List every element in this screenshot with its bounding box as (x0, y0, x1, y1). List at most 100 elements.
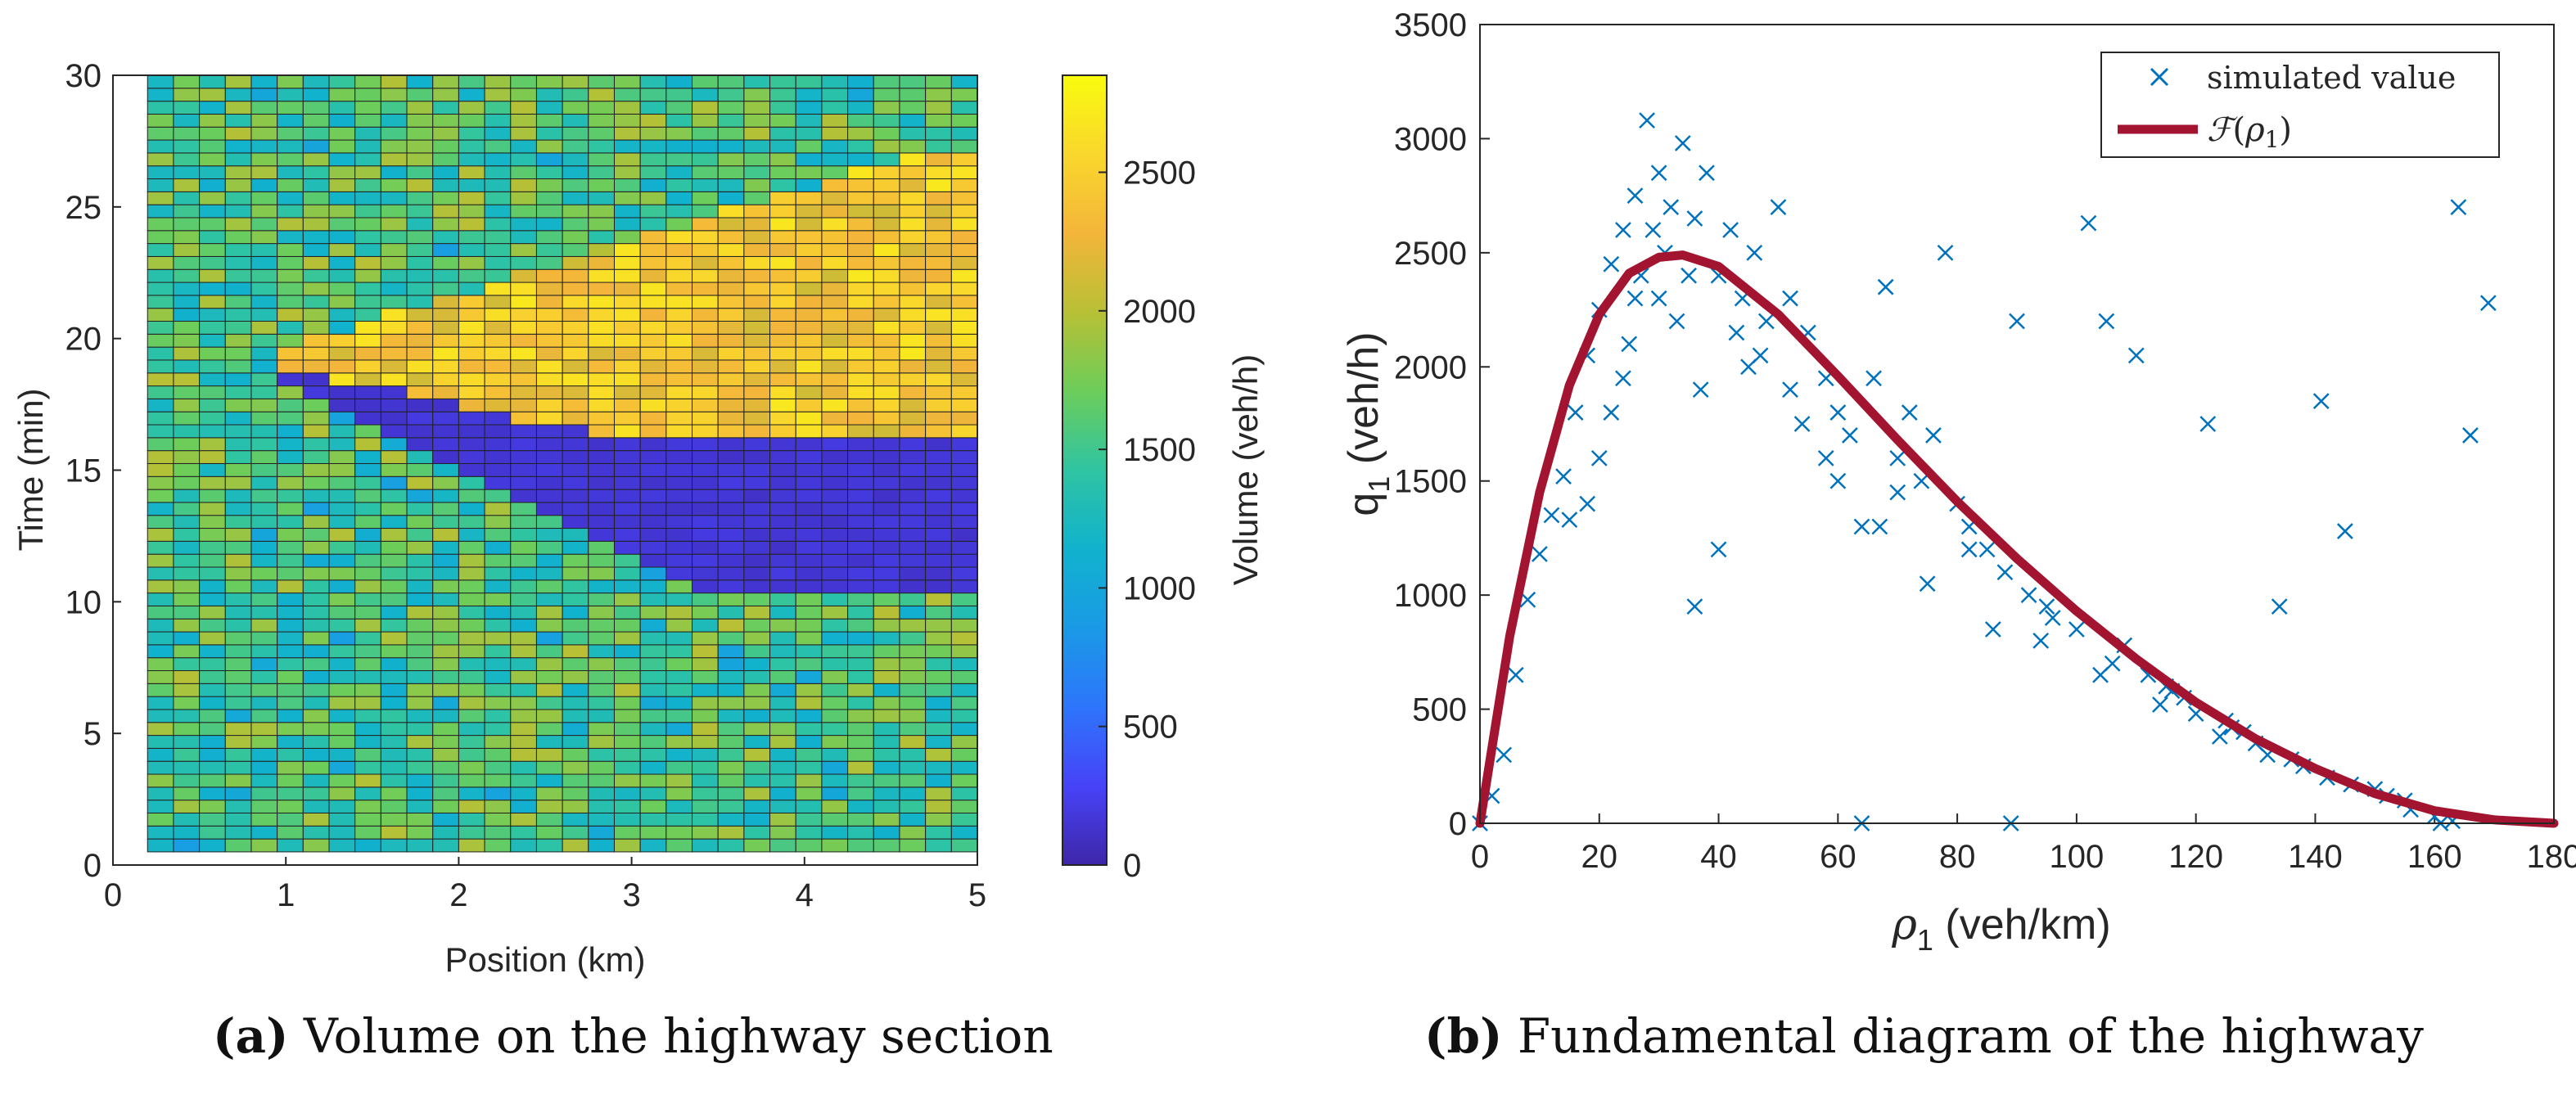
heatmap-cell (717, 618, 745, 633)
heatmap-cell (406, 618, 434, 633)
scatter-point (2199, 416, 2217, 432)
scatter-point (2479, 295, 2497, 312)
heatmap-cell (692, 489, 719, 503)
heatmap-cell (380, 515, 408, 529)
heatmap-cell (562, 579, 589, 594)
heatmap-cell (147, 631, 174, 646)
heatmap-cell (147, 424, 174, 439)
heatmap-cell (769, 424, 796, 439)
heatmap-cell (354, 747, 381, 762)
heatmap-cell (510, 308, 537, 322)
heatmap-cell (769, 631, 796, 646)
heatmap-cell (588, 204, 615, 219)
heatmap-cell (147, 437, 174, 452)
heatmap-cell (899, 605, 927, 620)
heatmap-cell (277, 126, 304, 141)
scatter-y-tick-label: 3500 (1394, 7, 1467, 43)
heatmap-cell (173, 320, 201, 335)
heatmap-cell (199, 385, 226, 399)
scatter-x-tick-label: 20 (1581, 839, 1618, 875)
heatmap-cell (484, 346, 512, 361)
heatmap-cell (277, 217, 304, 232)
scatter-point (1746, 244, 1763, 261)
heatmap-cell (432, 152, 459, 167)
scatter-point (2450, 199, 2467, 215)
heatmap-cell (510, 204, 537, 219)
heatmap-cell (717, 398, 745, 412)
heatmap-cell (328, 74, 356, 89)
heatmap-cell (380, 113, 408, 128)
heatmap-cell (821, 295, 849, 309)
heatmap-cell (302, 515, 330, 529)
heatmap-cell (717, 696, 745, 710)
heatmap-cell (277, 631, 304, 646)
heatmap-cell (224, 437, 252, 452)
heatmap-cell (147, 683, 174, 697)
heatmap-cell (354, 786, 381, 801)
heatmap-cell (328, 191, 356, 205)
heatmap-cell (432, 126, 459, 141)
heatmap-cell (406, 825, 434, 840)
heatmap-cell (899, 217, 927, 232)
heatmap-cell (588, 605, 615, 620)
heatmap-cell (328, 178, 356, 192)
heatmap-cell (147, 398, 174, 412)
heatmap-cell (458, 735, 485, 749)
heatmap-cell (795, 113, 823, 128)
heatmap-cell (147, 722, 174, 737)
heatmap-cell (173, 178, 201, 192)
scatter-point (1680, 267, 1697, 284)
scatter-x-tick-label: 160 (2407, 839, 2462, 875)
heatmap-cell (925, 113, 952, 128)
heatmap-cell (821, 230, 849, 245)
heatmap-cell (950, 398, 978, 412)
heatmap-cell (717, 88, 745, 102)
heatmap-cell (277, 320, 304, 335)
heatmap-axes-frame (112, 74, 978, 866)
heatmap-cell (354, 424, 381, 439)
heatmap-cell (147, 747, 174, 762)
heatmap-cell (406, 424, 434, 439)
heatmap-cell (458, 566, 485, 581)
heatmap-cell (743, 139, 771, 154)
heatmap-cell (692, 528, 719, 542)
heatmap-cell (147, 528, 174, 542)
heatmap-cell (613, 683, 641, 697)
heatmap-cell (535, 670, 563, 684)
heatmap-cell (224, 528, 252, 542)
scatter-point (1662, 199, 1680, 215)
heatmap-cell (950, 825, 978, 840)
heatmap-cell (665, 372, 693, 387)
heatmap-y-tick-label: 15 (65, 453, 102, 489)
heatmap-cell (665, 489, 693, 503)
heatmap-cell (147, 540, 174, 555)
heatmap-cell (224, 74, 252, 89)
heatmap-cell (173, 735, 201, 749)
heatmap-cell (899, 760, 927, 775)
heatmap-cell (510, 825, 537, 840)
heatmap-cell (147, 268, 174, 283)
heatmap-cell (613, 359, 641, 374)
heatmap-cell (639, 540, 667, 555)
heatmap-cell (639, 618, 667, 633)
heatmap-cell (950, 437, 978, 452)
heatmap-cell (925, 735, 952, 749)
heatmap-cell (925, 268, 952, 283)
heatmap-cell (847, 139, 874, 154)
heatmap-cell (250, 528, 278, 542)
heatmap-cell (406, 101, 434, 115)
heatmap-cell (354, 566, 381, 581)
heatmap-cell (406, 475, 434, 490)
heatmap-cell (406, 139, 434, 154)
heatmap-cell (769, 139, 796, 154)
heatmap-cell (847, 411, 874, 426)
heatmap-cell (613, 747, 641, 762)
heatmap-cell (484, 282, 512, 296)
heatmap-cell (250, 502, 278, 516)
heatmap-cell (717, 126, 745, 141)
heatmap-cell (302, 696, 330, 710)
heatmap-cell (692, 101, 719, 115)
heatmap-cell (769, 126, 796, 141)
heatmap-cell (925, 760, 952, 775)
heatmap-cell (302, 489, 330, 503)
